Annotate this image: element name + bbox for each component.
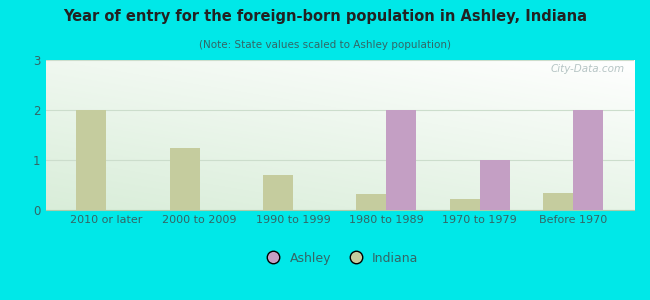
Bar [480,160,510,210]
Text: Year of entry for the foreign-born population in Ashley, Indiana: Year of entry for the foreign-born popul… [63,9,587,24]
Legend: Ashley, Indiana: Ashley, Indiana [255,247,424,270]
Bar [170,148,200,210]
Bar [450,199,480,210]
Bar [386,110,416,210]
Bar [356,194,386,210]
Bar [263,175,293,210]
Bar [76,110,106,210]
Text: City-Data.com: City-Data.com [551,64,625,74]
Bar [573,110,603,210]
Text: (Note: State values scaled to Ashley population): (Note: State values scaled to Ashley pop… [199,40,451,50]
Bar [543,193,573,210]
